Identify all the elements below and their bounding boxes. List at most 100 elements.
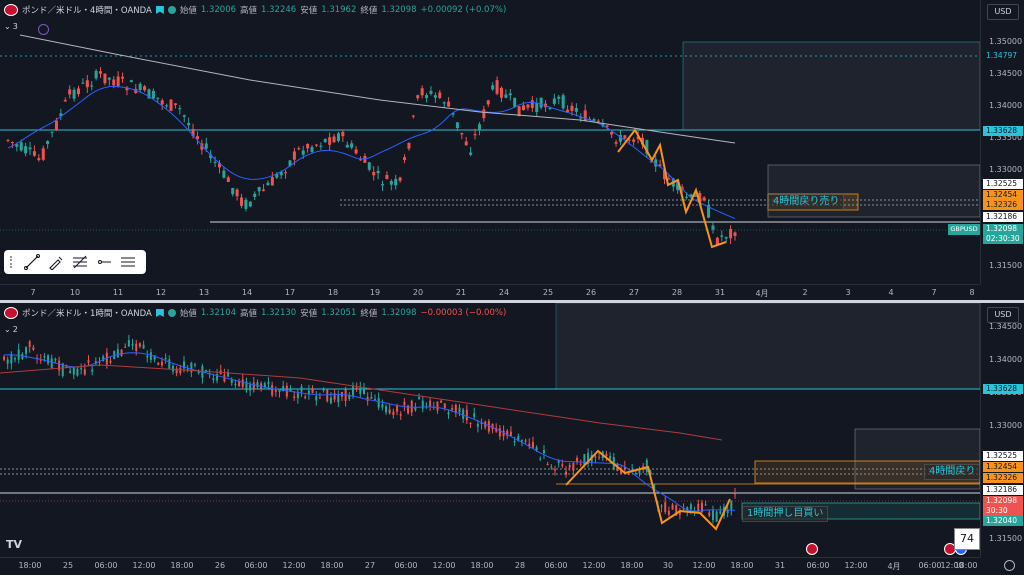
menu-lines-icon[interactable] <box>120 254 136 270</box>
time-axis-1h[interactable]: 18:00 25 06:00 12:00 18:00 26 06:00 12:00 18:00 2… <box>0 557 980 574</box>
symbol-title[interactable]: ポンド／米ドル・1時間・OANDA <box>22 309 152 319</box>
candle <box>671 504 674 510</box>
price-tick-label: 1.31500 <box>989 261 1023 270</box>
price-level-label[interactable]: 1.32326 <box>983 200 1023 210</box>
candle <box>32 151 36 156</box>
time-tick-label: 28 <box>514 561 526 570</box>
candle <box>520 440 523 442</box>
candle <box>175 368 178 374</box>
candle <box>381 184 385 186</box>
fib-retracement-icon[interactable] <box>72 254 88 270</box>
trend-line-icon[interactable] <box>24 254 40 270</box>
price-level-label[interactable]: 1.32454 <box>983 462 1023 472</box>
drag-handle-icon[interactable] <box>10 256 16 268</box>
candle <box>653 483 656 491</box>
candle <box>554 469 557 471</box>
candle <box>311 388 314 393</box>
candle <box>491 423 494 430</box>
price-axis-4h[interactable]: USD 1.35000 1.34500 1.34000 1.33500 1.33000 1… <box>980 0 1024 284</box>
candle <box>539 458 542 460</box>
price-level-label[interactable]: 1.34797 <box>983 51 1023 61</box>
open-value: 1.32104 <box>200 308 237 318</box>
candle <box>262 189 266 191</box>
economic-event-icon[interactable] <box>806 543 818 555</box>
price-level-label[interactable]: 1.32326 <box>983 473 1023 483</box>
candle <box>367 162 371 170</box>
price-level-label[interactable]: 1.33628 <box>983 384 1023 394</box>
candle <box>252 382 255 390</box>
candle <box>91 369 94 372</box>
candle <box>649 161 653 163</box>
candle <box>720 235 724 237</box>
candle <box>429 90 433 94</box>
tradingview-logo[interactable]: TV <box>6 538 23 551</box>
candle <box>561 464 564 467</box>
candle <box>204 143 208 149</box>
time-tick-label: 12:00 <box>844 561 868 570</box>
pane-divider[interactable] <box>0 300 1024 303</box>
time-tick-label: 12:00 <box>582 561 606 570</box>
candle <box>455 122 459 128</box>
price-level-label[interactable]: 1.32186 <box>983 485 1023 495</box>
candle <box>173 103 177 105</box>
alert-marker-icon[interactable] <box>38 24 49 35</box>
price-level-label[interactable]: 1.32454 <box>983 190 1023 200</box>
candle <box>482 109 486 119</box>
time-axis-4h[interactable]: 7 10 11 12 13 14 17 18 19 20 21 24 25 26 27 28 31 4月 2 3 4 7 8 <box>0 284 980 300</box>
candle <box>28 147 32 150</box>
horizontal-ray-icon[interactable] <box>96 254 112 270</box>
candle <box>425 95 429 99</box>
chart-pane-4h[interactable]: ポンド／米ドル・4時間・OANDA 始値 1.32006 高値 1.32246 安値… <box>0 0 1024 300</box>
price-level-label[interactable]: 1.32525 <box>983 179 1023 189</box>
bookmark-icon[interactable] <box>155 6 164 14</box>
zone-label-4h[interactable]: 4時間戻り <box>924 464 981 480</box>
candle <box>620 468 623 475</box>
candle <box>689 504 692 510</box>
price-plot-1h[interactable] <box>0 303 980 557</box>
price-level-label[interactable]: 1.32098 <box>983 496 1023 506</box>
candle <box>190 362 193 373</box>
candle <box>664 502 667 512</box>
candle <box>682 508 685 510</box>
candle <box>601 123 605 127</box>
price-level-label[interactable]: 30:30 <box>983 506 1023 516</box>
candle <box>394 178 398 186</box>
indicator-legend-toggle[interactable]: ⌄ 2 <box>4 325 18 334</box>
price-level-label[interactable]: 1.32098 <box>983 224 1023 234</box>
zone-label-4h-sell[interactable]: 4時間戻り売り <box>768 194 845 210</box>
candle <box>102 356 105 361</box>
indicator-legend-toggle[interactable]: ⌄ 3 <box>4 22 18 31</box>
candle <box>548 108 552 110</box>
candle <box>363 156 367 163</box>
price-level-label[interactable]: 02:30:30 <box>983 234 1023 244</box>
candle <box>314 144 318 146</box>
price-axis-1h[interactable]: USD 1.345001.340001.335001.330001.31500 … <box>980 303 1024 557</box>
candle <box>296 393 299 399</box>
price-level-label[interactable]: 1.32040 <box>983 516 1023 526</box>
price-level-label[interactable]: 1.32186 <box>983 212 1023 222</box>
time-tick-label: 28 <box>671 288 683 297</box>
time-tick-label: 12 <box>155 288 167 297</box>
currency-selector[interactable]: USD <box>987 307 1019 323</box>
bookmark-icon[interactable] <box>155 309 164 317</box>
candle <box>535 103 539 113</box>
price-level-label[interactable]: 1.33628 <box>983 126 1023 136</box>
price-plot-4h[interactable] <box>0 0 980 284</box>
notification-badge[interactable]: 74 <box>954 528 980 550</box>
time-tick-label: 18:00 <box>470 561 494 570</box>
candle <box>253 193 257 197</box>
chart-pane-1h[interactable]: ポンド／米ドル・1時間・OANDA 始値 1.32104 高値 1.32130 安値… <box>0 303 1024 575</box>
symbol-title[interactable]: ポンド／米ドル・4時間・OANDA <box>22 6 152 16</box>
price-level-label[interactable]: 1.32525 <box>983 451 1023 461</box>
zone-label-1h-buy[interactable]: 1時間押し目買い <box>742 506 829 522</box>
candle <box>438 92 442 98</box>
gear-icon[interactable] <box>1004 560 1015 571</box>
candle <box>498 428 501 437</box>
candle <box>605 125 609 127</box>
currency-selector[interactable]: USD <box>987 4 1019 20</box>
candle <box>304 396 307 399</box>
candle <box>46 141 50 145</box>
candle <box>454 404 457 414</box>
pen-icon[interactable] <box>48 254 64 270</box>
time-tick-label: 26 <box>585 288 597 297</box>
